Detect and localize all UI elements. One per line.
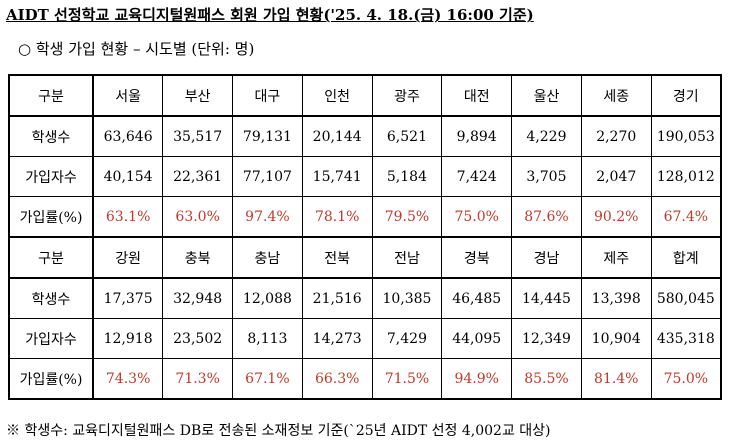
table-cell: 63,646	[92, 115, 164, 157]
table-row: 가입률(%) 63.1% 63.0% 97.4% 78.1% 79.5% 75.0% 87.6…	[8, 196, 722, 238]
table-cell: 128,012	[650, 156, 722, 197]
table-cell: 강원	[92, 236, 164, 279]
row-header: 구분	[8, 74, 94, 117]
table-cell: 14,445	[511, 277, 582, 319]
table-cell: 14,273	[301, 318, 373, 359]
table-row: 구분 서울 부산 대구 인천 광주 대전 울산 세종 경기	[8, 74, 722, 117]
row-header: 가입률(%)	[8, 196, 94, 238]
table-cell: 12,349	[511, 318, 582, 359]
table-cell: 67.4%	[650, 196, 722, 238]
table-cell: 서울	[92, 74, 164, 117]
table-cell: 79.5%	[371, 196, 443, 238]
table-cell: 합계	[650, 236, 722, 279]
table-cell: 대전	[441, 74, 513, 117]
table-cell: 울산	[511, 74, 582, 117]
table-cell: 79,131	[232, 115, 303, 157]
table-cell: 580,045	[650, 277, 722, 319]
table-cell: 5,184	[371, 156, 443, 197]
table-cell: 부산	[162, 74, 234, 117]
table-cell: 75.0%	[650, 358, 722, 400]
table-cell: 22,361	[162, 156, 234, 197]
row-header: 학생수	[8, 277, 94, 319]
row-header: 학생수	[8, 115, 94, 157]
subtitle: ○ 학생 가입 현황 – 시도별 (단위: 명)	[18, 40, 255, 58]
table-cell: 97.4%	[232, 196, 303, 238]
table-cell: 46,485	[441, 277, 513, 319]
table-cell: 77,107	[232, 156, 303, 197]
table-cell: 75.0%	[441, 196, 513, 238]
table-row: 학생수 17,375 32,948 12,088 21,516 10,385 46,485 1…	[8, 277, 722, 319]
table-cell: 13,398	[580, 277, 652, 319]
table-cell: 12,088	[232, 277, 303, 319]
table-cell: 7,424	[441, 156, 513, 197]
table-cell: 9,894	[441, 115, 513, 157]
table-cell: 81.4%	[580, 358, 652, 400]
table-cell: 85.5%	[511, 358, 582, 400]
table-cell: 10,385	[371, 277, 443, 319]
table-cell: 78.1%	[301, 196, 373, 238]
table-cell: 21,516	[301, 277, 373, 319]
table-row: 가입자수 12,918 23,502 8,113 14,273 7,429 44,095 12…	[8, 318, 722, 359]
table-cell: 94.9%	[441, 358, 513, 400]
table-cell: 전북	[301, 236, 373, 279]
table-cell: 제주	[580, 236, 652, 279]
table-cell: 경북	[441, 236, 513, 279]
table-cell: 전남	[371, 236, 443, 279]
table-cell: 15,741	[301, 156, 373, 197]
table: 구분 서울 부산 대구 인천 광주 대전 울산 세종 경기 학생수 63,646 35,517 79,13…	[8, 74, 722, 400]
table-row: 가입률(%) 74.3% 71.3% 67.1% 66.3% 71.5% 94.9% 85.5…	[8, 358, 722, 400]
row-header: 구분	[8, 236, 94, 279]
table-cell: 63.1%	[92, 196, 164, 238]
table-cell: 44,095	[441, 318, 513, 359]
table-cell: 광주	[371, 74, 443, 117]
table-cell: 7,429	[371, 318, 443, 359]
table-cell: 23,502	[162, 318, 234, 359]
table-cell: 2,047	[580, 156, 652, 197]
table-cell: 66.3%	[301, 358, 373, 400]
table-cell: 190,053	[650, 115, 722, 157]
table-cell: 40,154	[92, 156, 164, 197]
table-cell: 4,229	[511, 115, 582, 157]
table-cell: 8,113	[232, 318, 303, 359]
row-header: 가입자수	[8, 318, 94, 359]
table-cell: 경남	[511, 236, 582, 279]
table-cell: 6,521	[371, 115, 443, 157]
table-cell: 충남	[232, 236, 303, 279]
table-cell: 대구	[232, 74, 303, 117]
table-cell: 67.1%	[232, 358, 303, 400]
table-cell: 90.2%	[580, 196, 652, 238]
table-cell: 87.6%	[511, 196, 582, 238]
table-row: 구분 강원 충북 충남 전북 전남 경북 경남 제주 합계	[8, 236, 722, 279]
table-cell: 71.3%	[162, 358, 234, 400]
table-cell: 인천	[301, 74, 373, 117]
title: AIDT 선정학교 교육디지털원패스 회원 가입 현황('25. 4. 18.(…	[6, 6, 534, 24]
table-row: 학생수 63,646 35,517 79,131 20,144 6,521 9,894 4,2…	[8, 115, 722, 157]
table-cell: 세종	[580, 74, 652, 117]
table-cell: 20,144	[301, 115, 373, 157]
table-cell: 17,375	[92, 277, 164, 319]
table-cell: 74.3%	[92, 358, 164, 400]
table-cell: 3,705	[511, 156, 582, 197]
table-cell: 32,948	[162, 277, 234, 319]
table-cell: 12,918	[92, 318, 164, 359]
table-cell: 71.5%	[371, 358, 443, 400]
table-row: 가입자수 40,154 22,361 77,107 15,741 5,184 7,424 3,…	[8, 156, 722, 197]
table-cell: 경기	[650, 74, 722, 117]
table-cell: 35,517	[162, 115, 234, 157]
table-cell: 63.0%	[162, 196, 234, 238]
table-cell: 435,318	[650, 318, 722, 359]
row-header: 가입률(%)	[8, 358, 94, 400]
table-cell: 충북	[162, 236, 234, 279]
footnote: ※ 학생수: 교육디지털원패스 DB로 전송된 소재정보 기준(`25년 AID…	[6, 423, 551, 439]
row-header: 가입자수	[8, 156, 94, 197]
table-cell: 2,270	[580, 115, 652, 157]
table-cell: 10,904	[580, 318, 652, 359]
